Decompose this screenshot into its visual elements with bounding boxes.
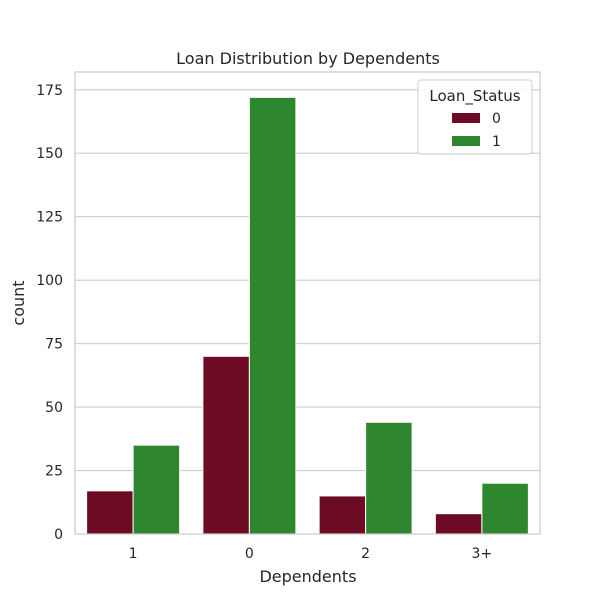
y-axis-title: count [9,280,28,325]
bar-1-series-0 [86,490,134,535]
legend-swatch-1 [452,136,480,146]
bars [86,96,529,535]
y-tick-label: 0 [54,527,63,543]
chart-title: Loan Distribution by Dependents [176,49,440,68]
legend: Loan_Status 0 1 [417,79,533,155]
plot-frame [74,71,541,535]
legend-title: Loan_Status [429,87,520,106]
y-tick-label: 75 [45,337,63,353]
bar-0-series-0 [202,355,250,535]
bar-3+-series-1 [481,482,529,535]
x-tick-label: 0 [245,546,254,562]
bar-0-series-1 [248,96,297,535]
bar-1-series-1 [132,444,181,535]
y-tick-label: 125 [36,210,63,226]
x-axis-title: Dependents [259,567,356,586]
bar-2-series-1 [365,421,413,535]
x-tick-label: 3+ [472,546,493,562]
x-tick-label: 1 [129,546,138,562]
y-tick-label: 50 [45,400,63,416]
y-tick-label: 175 [36,83,63,99]
y-tick-label: 150 [36,146,63,162]
x-tick-label: 2 [361,546,370,562]
bar-2-series-0 [318,495,367,535]
legend-swatch-0 [452,113,480,123]
y-tick-label: 25 [45,464,63,480]
y-tick-label: 100 [36,273,63,289]
y-axis-ticks: 0 25 50 75 100 125 150 175 [36,83,63,543]
x-axis-ticks: 1 0 2 3+ [129,546,493,562]
legend-label-0: 0 [492,111,501,127]
bar-3+-series-0 [434,513,483,535]
legend-label-1: 1 [492,134,501,150]
